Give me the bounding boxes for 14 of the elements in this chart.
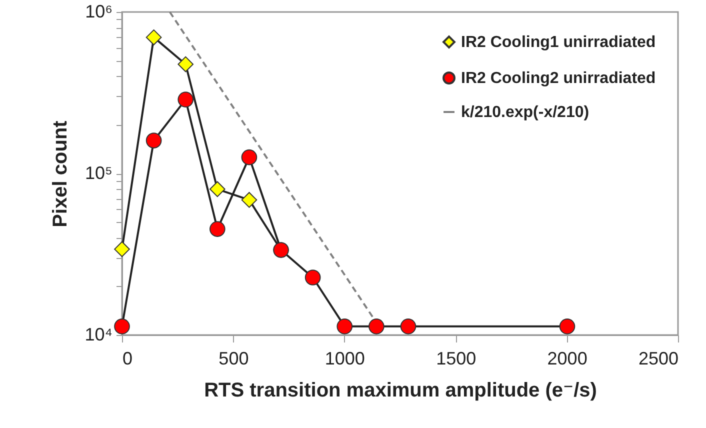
x-tick-label: 0 <box>122 348 133 368</box>
y-tick-label: 10⁶ <box>85 2 112 22</box>
y-tick-label: 10⁴ <box>84 324 112 344</box>
legend-label: IR2 Cooling2 unirradiated <box>461 70 656 87</box>
legend-label: IR2 Cooling1 unirradiated <box>461 34 656 51</box>
x-tick-label: 1500 <box>436 348 476 368</box>
x-axis-title: RTS transition maximum amplitude (e⁻/s) <box>204 380 597 402</box>
x-tick-label: 1000 <box>324 348 365 368</box>
legend-label: k/210.exp(-x/210) <box>461 104 590 121</box>
x-tick-label: 2500 <box>638 348 678 368</box>
y-axis-title: Pixel count <box>50 120 72 228</box>
y-tick-label: 10⁵ <box>85 163 112 183</box>
x-tick-label: 2000 <box>547 348 588 368</box>
x-tick-label: 500 <box>218 348 249 368</box>
